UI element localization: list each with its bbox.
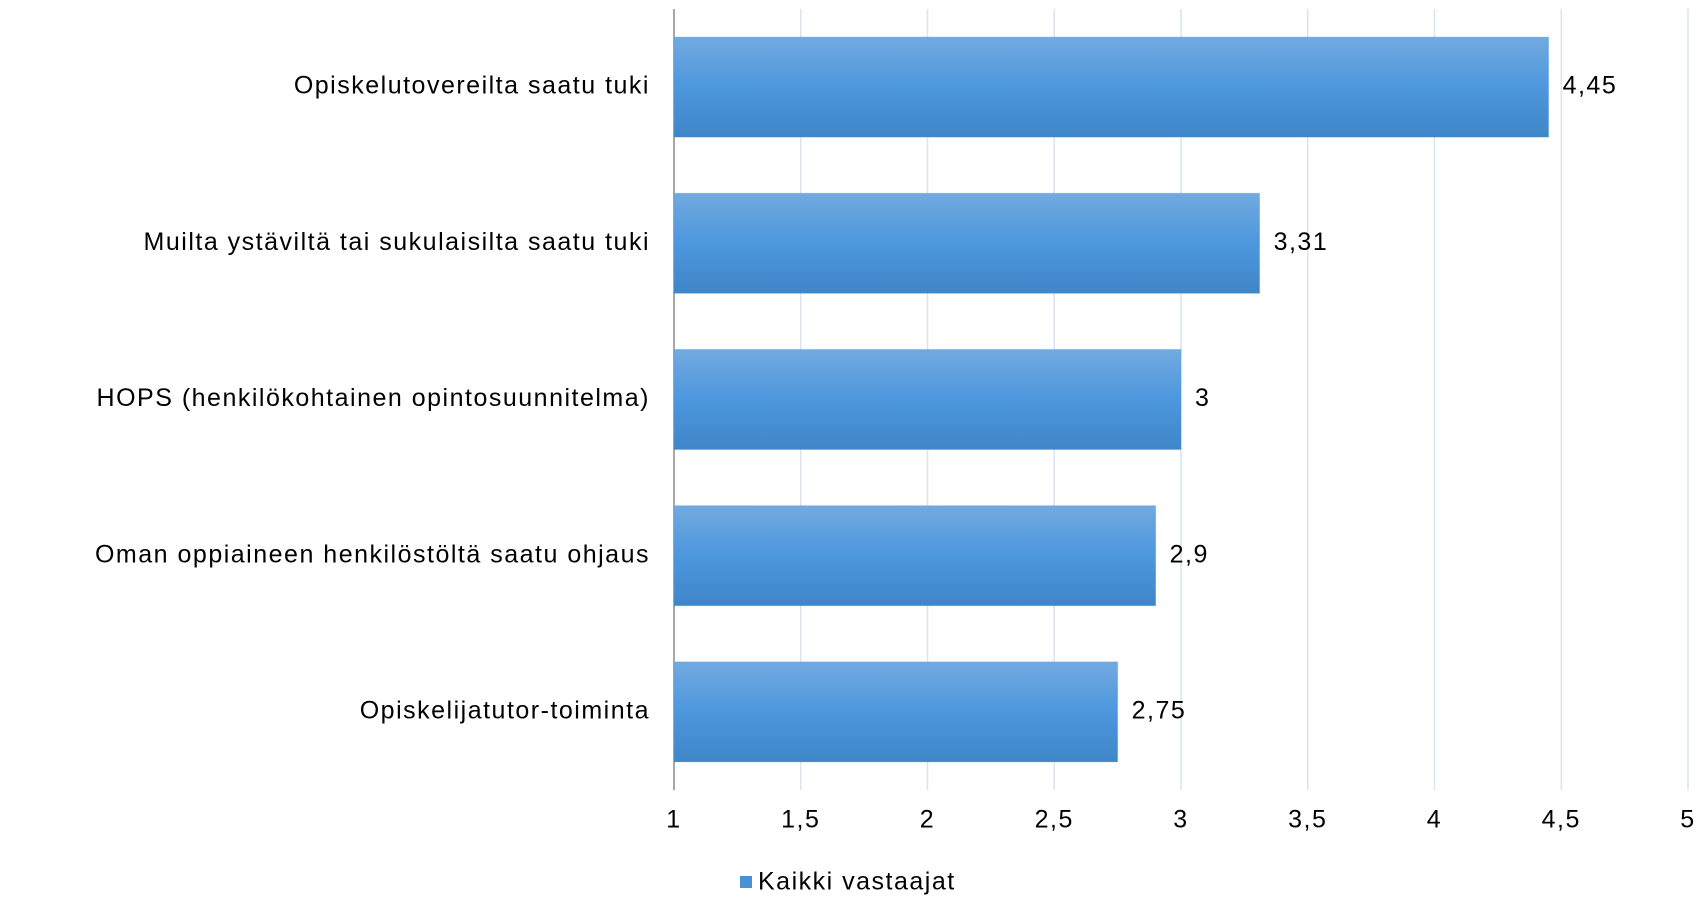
x-tick-label: 3 xyxy=(1173,806,1188,834)
x-tick-label: 1,5 xyxy=(781,806,820,834)
x-tick-label: 1 xyxy=(666,806,681,834)
bar xyxy=(673,192,1261,294)
x-tick-label: 2 xyxy=(920,806,935,834)
legend-label: Kaikki vastaajat xyxy=(758,868,956,896)
x-tick-label: 2,5 xyxy=(1035,806,1074,834)
y-tick-label: Opiskelijatutor-toiminta xyxy=(360,697,650,725)
x-tick-label: 3,5 xyxy=(1288,806,1327,834)
data-label: 2,75 xyxy=(1132,697,1187,725)
bar xyxy=(673,349,1182,450)
x-tick-label: 4,5 xyxy=(1542,806,1581,834)
y-tick-label: Oman oppiaineen henkilöstöltä saatu ohja… xyxy=(95,540,650,568)
x-tick-label: 4 xyxy=(1427,806,1442,834)
x-tick-label: 5 xyxy=(1680,806,1695,834)
data-label: 2,9 xyxy=(1170,540,1209,568)
y-tick-label: HOPS (henkilökohtainen opintosuunnitelma… xyxy=(97,384,650,412)
data-label: 4,45 xyxy=(1563,72,1618,100)
y-tick-label: Muilta ystäviltä tai sukulaisilta saatu … xyxy=(144,228,650,256)
data-label: 3,31 xyxy=(1274,228,1329,256)
bar xyxy=(673,36,1550,138)
y-tick-label: Opiskelutovereilta saatu tuki xyxy=(294,72,650,100)
bar xyxy=(673,661,1119,763)
data-label: 3 xyxy=(1195,384,1210,412)
bar xyxy=(673,505,1157,607)
legend-swatch xyxy=(740,876,752,888)
